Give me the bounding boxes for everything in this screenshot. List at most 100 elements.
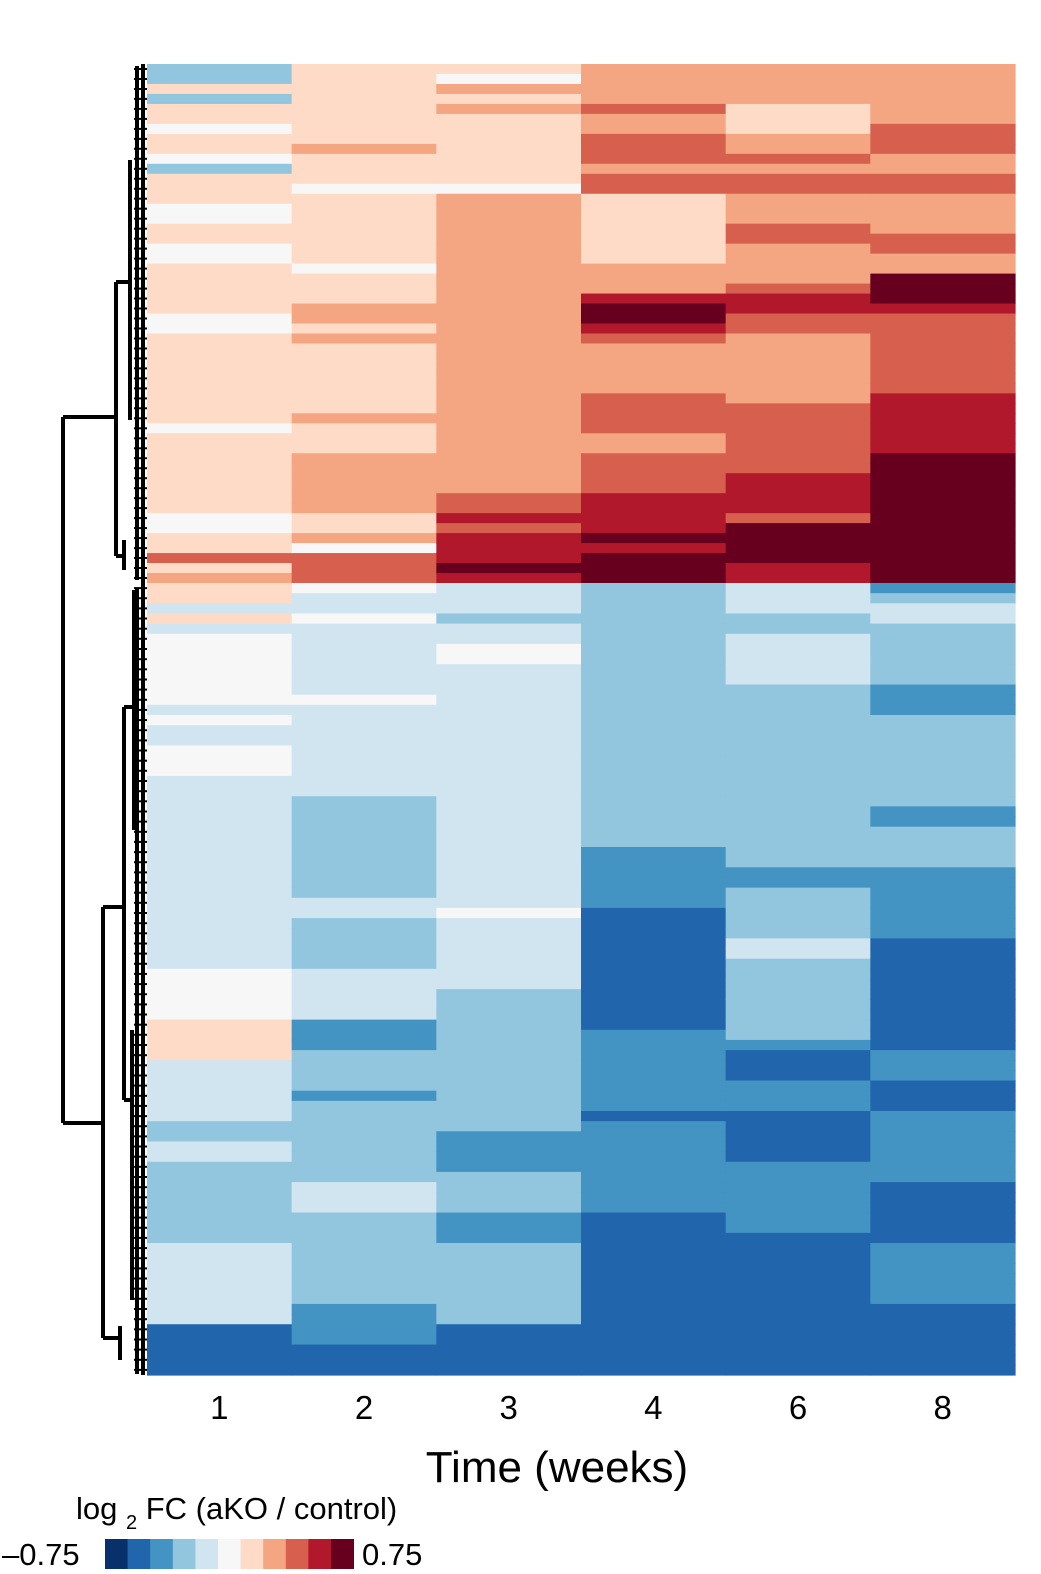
legend-title: log 2 FC (aKO / control) <box>76 1491 397 1536</box>
heatmap-cell <box>436 1161 582 1173</box>
heatmap-cell <box>870 1222 1016 1234</box>
legend-title-rest: FC (aKO / control) <box>146 1491 398 1526</box>
heatmap-cell <box>725 765 871 777</box>
heatmap-cell <box>436 143 582 155</box>
x-tick-label: 1 <box>210 1389 228 1426</box>
legend-max-label: 0.75 <box>362 1537 422 1569</box>
heatmap-cell <box>725 73 871 85</box>
heatmap-cell <box>870 223 1016 235</box>
heatmap-cell <box>870 593 1016 604</box>
x-tick-label: 6 <box>789 1389 807 1426</box>
heatmap-cell <box>291 383 437 394</box>
heatmap-cell <box>581 253 727 265</box>
heatmap-cell <box>291 1111 437 1122</box>
legend-title-log: log <box>76 1491 117 1526</box>
heatmap-cell <box>581 363 727 374</box>
heatmap-cell <box>436 857 582 868</box>
heatmap-cell <box>436 887 582 899</box>
heatmap-cell <box>436 1212 582 1224</box>
heatmap-cell <box>436 826 582 838</box>
heatmap-cell <box>725 938 871 950</box>
heatmap-cell <box>581 93 727 105</box>
heatmap-cell <box>436 1090 582 1102</box>
heatmap-cell <box>291 1029 437 1041</box>
heatmap-cell <box>147 573 293 584</box>
heatmap-cell <box>581 503 727 514</box>
heatmap-cell <box>436 523 582 534</box>
heatmap-cell <box>147 806 293 818</box>
heatmap-cell <box>870 877 1016 889</box>
heatmap-cell <box>581 123 727 135</box>
heatmap-cell <box>870 433 1016 444</box>
heatmap-cell <box>581 553 727 564</box>
heatmap-cell <box>870 183 1016 195</box>
heatmap-cell <box>291 989 437 1000</box>
heatmap-cell <box>725 123 871 135</box>
heatmap-cell <box>725 383 871 394</box>
heatmap-cell <box>436 323 582 335</box>
heatmap-cell <box>581 867 727 879</box>
heatmap-cell <box>436 847 582 858</box>
heatmap-cell <box>147 1141 293 1153</box>
heatmap-cell <box>870 1293 1016 1305</box>
heatmap-cell <box>725 877 871 889</box>
heatmap-cell <box>581 1009 727 1021</box>
heatmap-cell <box>291 1303 437 1315</box>
heatmap-cell <box>581 1364 727 1376</box>
heatmap-cell <box>870 684 1016 696</box>
heatmap-cell <box>147 303 293 315</box>
heatmap-cell <box>291 223 437 235</box>
heatmap-cell <box>147 1080 293 1092</box>
heatmap-cell <box>291 877 437 889</box>
heatmap-cell <box>725 1019 871 1031</box>
heatmap-cell <box>291 453 437 464</box>
heatmap-cell <box>870 1039 1016 1051</box>
heatmap-cell <box>581 393 727 404</box>
heatmap-cell <box>436 765 582 777</box>
heatmap-cell <box>870 816 1016 828</box>
heatmap-cell <box>581 583 727 594</box>
heatmap-cell <box>725 513 871 524</box>
heatmap-cell <box>147 877 293 889</box>
heatmap-cell <box>581 1344 727 1356</box>
heatmap-cell <box>436 1182 582 1193</box>
heatmap-cell <box>147 1243 293 1254</box>
row-dendrogram <box>61 64 147 1375</box>
heatmap-cell <box>581 1111 727 1122</box>
heatmap-cell <box>581 64 727 75</box>
heatmap-cell <box>581 323 727 335</box>
heatmap-cell <box>870 473 1016 484</box>
heatmap-cell <box>436 1100 582 1112</box>
heatmap-cell <box>291 938 437 950</box>
heatmap-cell <box>581 715 727 726</box>
heatmap-cell <box>870 1354 1016 1366</box>
heatmap-cell <box>870 826 1016 838</box>
heatmap-cell <box>436 453 582 464</box>
heatmap-cell <box>147 1222 293 1234</box>
heatmap-cell <box>436 1364 582 1376</box>
heatmap-cell <box>436 958 582 970</box>
heatmap-cell <box>436 725 582 736</box>
heatmap-cell <box>436 643 582 655</box>
heatmap-cell <box>291 243 437 255</box>
heatmap-cell <box>436 735 582 747</box>
heatmap-cell <box>870 786 1016 797</box>
heatmap-cell <box>725 1324 871 1335</box>
x-tick-label: 2 <box>355 1389 373 1426</box>
heatmap-cell <box>725 725 871 736</box>
heatmap-cell <box>291 857 437 868</box>
heatmap-cell <box>291 968 437 980</box>
heatmap-cell <box>581 403 727 414</box>
heatmap-cell <box>581 928 727 939</box>
heatmap-cell <box>291 725 437 736</box>
heatmap-cell <box>870 1009 1016 1021</box>
heatmap-cell <box>147 593 293 604</box>
legend-swatch <box>218 1539 241 1569</box>
heatmap-cell <box>725 553 871 564</box>
heatmap-cell <box>291 948 437 960</box>
heatmap-cell <box>436 83 582 95</box>
heatmap-cell <box>436 664 582 675</box>
x-tick-labels: 1 2 3 4 6 8 <box>210 1389 952 1426</box>
heatmap-cell <box>147 918 293 929</box>
heatmap-cell <box>581 353 727 365</box>
